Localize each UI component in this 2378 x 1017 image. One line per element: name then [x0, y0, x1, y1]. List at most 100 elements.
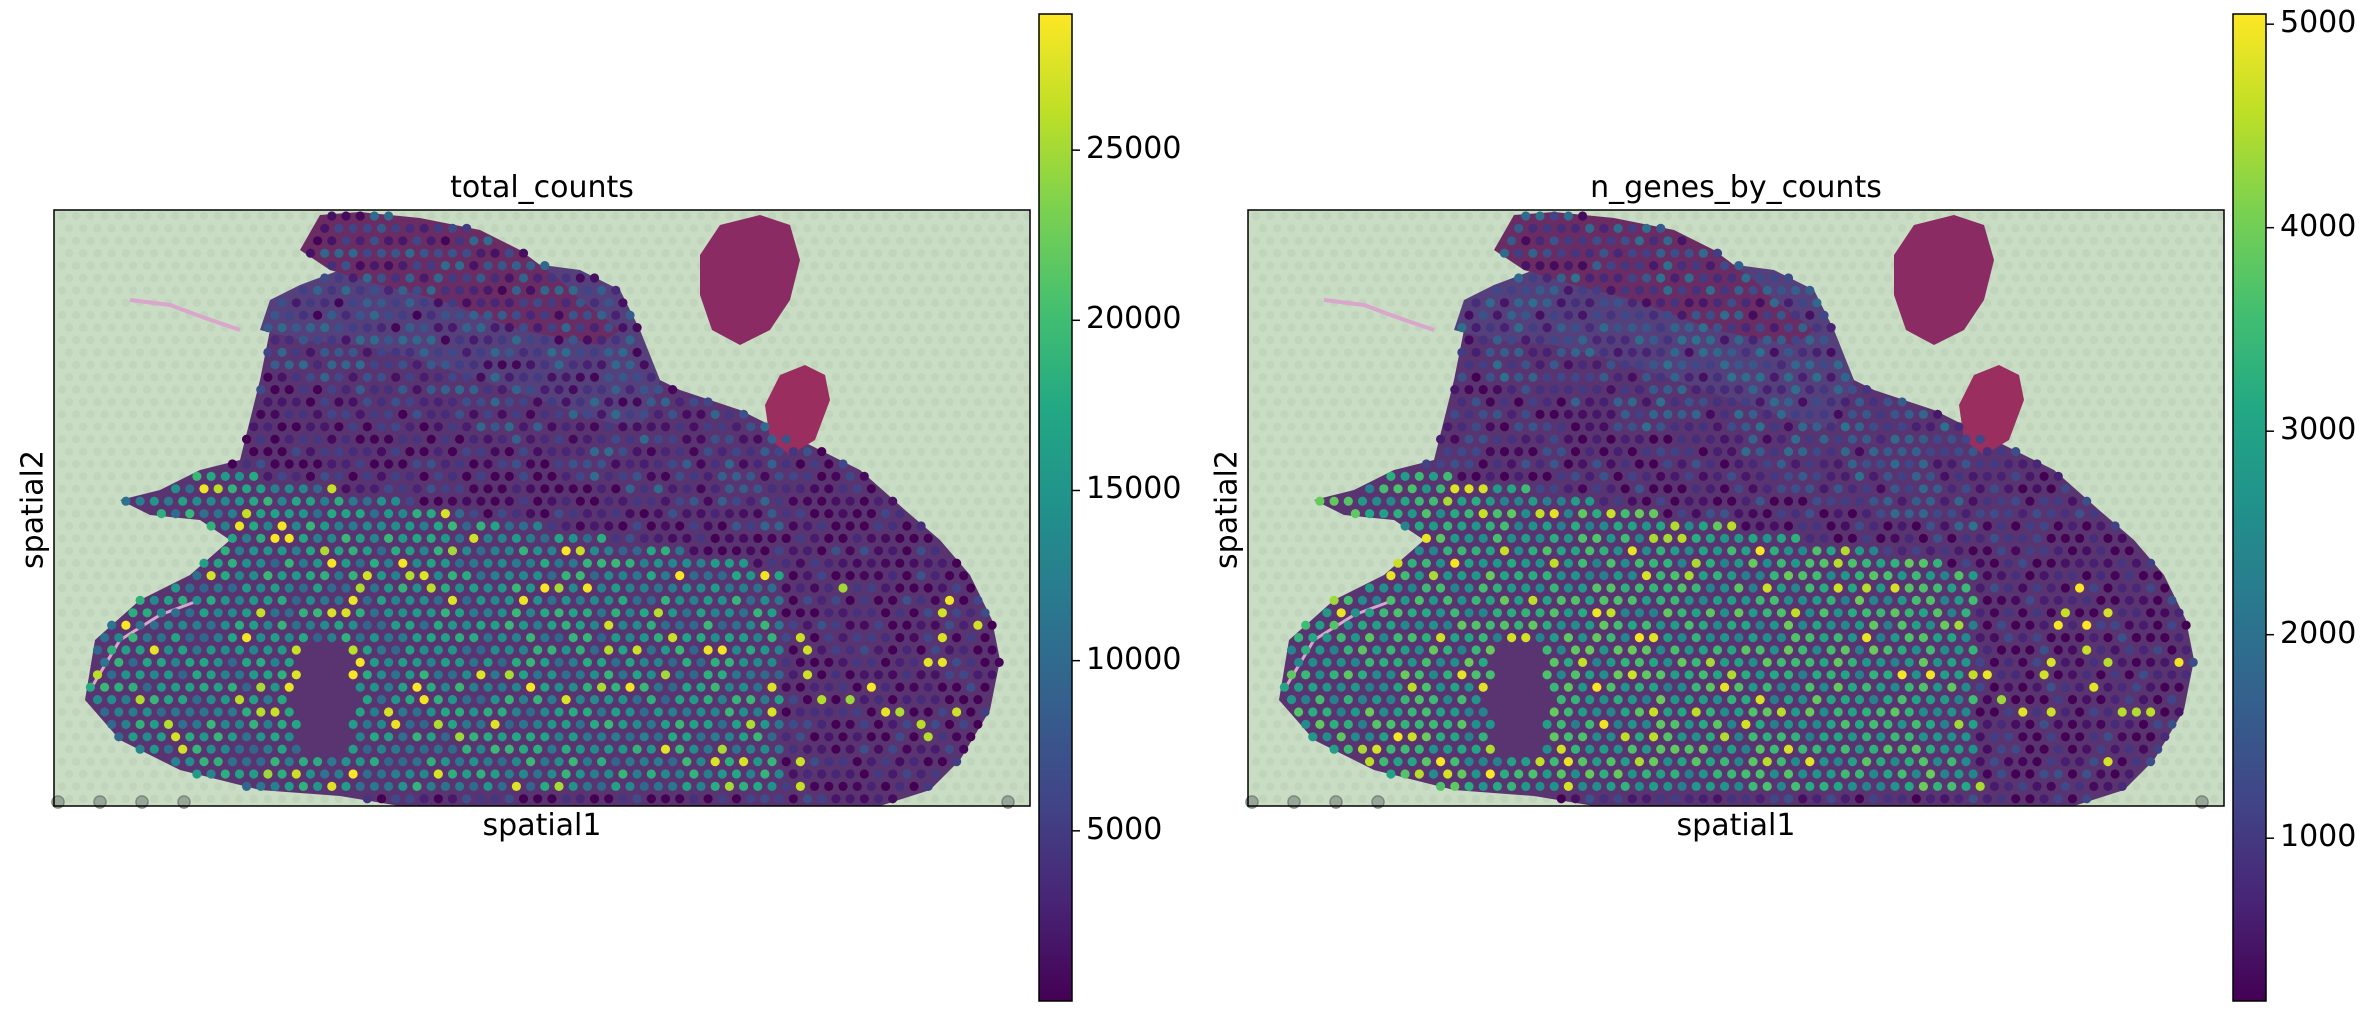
spot [866, 707, 877, 717]
spot [1791, 285, 1801, 295]
spot [696, 459, 706, 469]
spot [1570, 298, 1581, 308]
spot [1798, 422, 1808, 432]
spot [1911, 620, 1921, 630]
spot [1982, 447, 1992, 457]
spot [689, 546, 699, 556]
spot [618, 447, 628, 457]
spot [838, 657, 848, 668]
spot [2060, 732, 2070, 742]
spot [1847, 409, 1857, 419]
spot [1847, 682, 1857, 692]
spot [604, 323, 614, 333]
spot [185, 484, 195, 494]
spot [1854, 546, 1865, 556]
spot [1592, 409, 1602, 419]
spot [1521, 285, 1531, 295]
spot [1975, 558, 1985, 568]
spot [1620, 633, 1630, 643]
spot [2089, 707, 2099, 717]
spot [1542, 769, 1552, 779]
spot [1812, 670, 1822, 680]
spot [313, 781, 323, 792]
spot [369, 732, 379, 742]
spot [1968, 595, 1978, 606]
spot [1833, 459, 1843, 469]
spot [462, 620, 472, 630]
spot [1862, 484, 1872, 494]
spot [376, 620, 387, 630]
spot [1528, 397, 1538, 407]
spot [504, 769, 514, 779]
spot [497, 310, 507, 320]
spot [256, 608, 266, 618]
spot [206, 670, 216, 680]
fiducial-marker [135, 795, 149, 809]
spot [1436, 583, 1446, 593]
spot [2124, 670, 2134, 680]
spot [213, 732, 223, 742]
spot [1641, 298, 1652, 308]
spot [1485, 372, 1495, 382]
spot [1812, 397, 1822, 407]
spot [206, 695, 216, 705]
spot [526, 558, 536, 568]
spot [1613, 521, 1623, 531]
spot [660, 546, 671, 556]
spot [1677, 310, 1687, 320]
spot [547, 546, 557, 556]
spot [1578, 484, 1588, 494]
spot [1876, 508, 1886, 519]
spot [1450, 508, 1460, 519]
spot [1400, 620, 1410, 630]
spot [469, 508, 479, 519]
spot [1301, 719, 1311, 730]
spot [1585, 323, 1595, 333]
spot [731, 695, 742, 705]
spot [419, 521, 429, 531]
spot [1769, 471, 1779, 481]
spot [1819, 434, 1829, 444]
spot [1755, 471, 1765, 481]
spot [689, 769, 699, 779]
spot [1393, 707, 1403, 717]
spot [1507, 310, 1517, 320]
spot [1741, 546, 1751, 556]
spot [249, 695, 259, 705]
spot [1372, 719, 1382, 730]
spot [490, 248, 500, 258]
spot [767, 558, 777, 568]
spot [781, 608, 791, 618]
spot [405, 670, 415, 680]
spot [1918, 633, 1928, 643]
spot [1627, 645, 1637, 655]
spot [1400, 670, 1410, 680]
spot [1656, 794, 1666, 804]
spot [1592, 261, 1602, 271]
spot [1968, 769, 1978, 779]
spot [703, 695, 713, 705]
spot [490, 645, 500, 655]
spot [348, 447, 358, 457]
spot [597, 633, 607, 643]
spot [1869, 422, 1879, 432]
spot [916, 595, 926, 606]
spot [1989, 781, 1999, 792]
spot [384, 310, 394, 320]
spot [1890, 459, 1900, 469]
spot [362, 645, 372, 655]
spot [2082, 794, 2092, 804]
spot [852, 682, 862, 692]
spot [2075, 682, 2085, 692]
spot [1308, 732, 1318, 742]
spot [185, 682, 195, 692]
spot [1989, 682, 1999, 692]
spot [426, 583, 436, 593]
spot [1840, 447, 1850, 457]
spot [1805, 360, 1815, 370]
spot [227, 558, 237, 568]
spot [249, 670, 259, 680]
spot [1819, 732, 1829, 742]
spot [277, 397, 287, 407]
spot [433, 298, 443, 308]
